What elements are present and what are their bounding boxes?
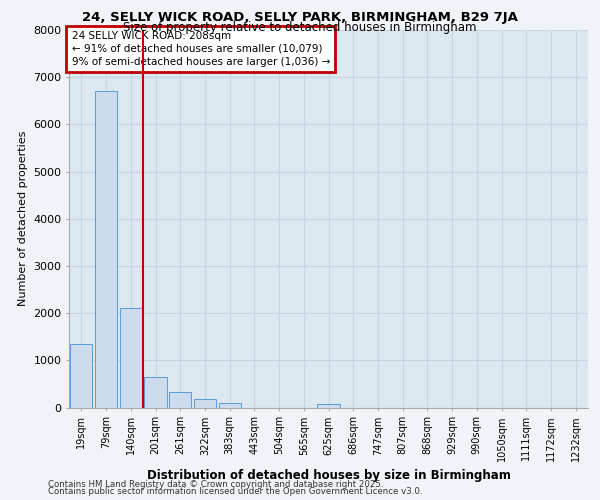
Bar xyxy=(119,308,142,408)
Text: Contains HM Land Registry data © Crown copyright and database right 2025.: Contains HM Land Registry data © Crown c… xyxy=(48,480,383,489)
Bar xyxy=(95,92,117,407)
Text: Contains public sector information licensed under the Open Government Licence v3: Contains public sector information licen… xyxy=(48,487,422,496)
X-axis label: Distribution of detached houses by size in Birmingham: Distribution of detached houses by size … xyxy=(146,469,511,482)
Bar xyxy=(169,392,191,407)
Text: 24 SELLY WICK ROAD: 208sqm
← 91% of detached houses are smaller (10,079)
9% of s: 24 SELLY WICK ROAD: 208sqm ← 91% of deta… xyxy=(71,31,330,67)
Bar xyxy=(218,404,241,407)
Text: Size of property relative to detached houses in Birmingham: Size of property relative to detached ho… xyxy=(123,22,477,35)
Text: 24, SELLY WICK ROAD, SELLY PARK, BIRMINGHAM, B29 7JA: 24, SELLY WICK ROAD, SELLY PARK, BIRMING… xyxy=(82,11,518,24)
Bar xyxy=(70,344,92,408)
Bar xyxy=(317,404,340,407)
Y-axis label: Number of detached properties: Number of detached properties xyxy=(17,131,28,306)
Bar xyxy=(194,400,216,407)
Bar xyxy=(145,377,167,408)
